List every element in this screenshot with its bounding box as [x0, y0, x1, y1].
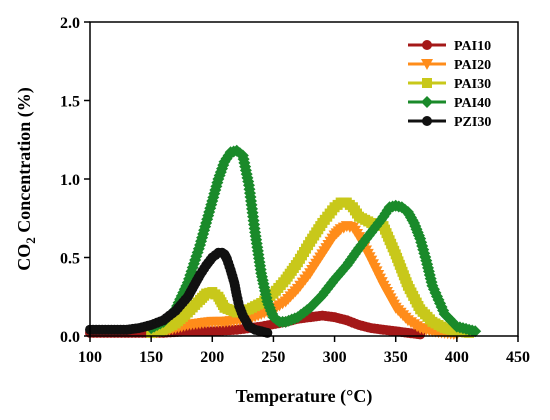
legend-item-pai10: PAI10	[408, 39, 491, 54]
legend-item-pai40: PAI40	[408, 96, 491, 111]
legend-label: PZI30	[454, 115, 491, 130]
axes-layer: 100 150 200 250 300 350 400 450 0.0 0.5 1.0 1.5 2.0	[60, 15, 530, 366]
x-tick-label: 250	[261, 349, 285, 366]
legend: PAI10 PAI20 PAI30 PAI40 PZI30	[408, 39, 491, 130]
legend-item-pzi30: PZI30	[408, 115, 491, 130]
x-tick-label: 150	[139, 349, 163, 366]
legend-label: PAI10	[454, 39, 491, 54]
legend-marker	[421, 59, 433, 70]
y-axis-title-rest: Concentration (%)	[14, 87, 35, 237]
legend-marker	[421, 96, 433, 108]
x-tick-label: 100	[78, 349, 102, 366]
x-tick-label: 400	[445, 349, 469, 366]
y-axis-title-co: CO	[14, 244, 34, 271]
legend-label: PAI40	[454, 96, 491, 111]
legend-label: PAI30	[454, 77, 491, 92]
legend-label: PAI20	[454, 58, 491, 73]
x-axis-title: Temperature (°C)	[236, 386, 373, 407]
y-axis-title: CO2 Concentration (%)	[14, 87, 38, 270]
legend-item-pai30: PAI30	[408, 77, 491, 92]
y-tick-label: 1.5	[60, 94, 80, 111]
legend-marker	[422, 116, 432, 126]
x-tick-label: 450	[506, 349, 530, 366]
series-pzi30	[85, 247, 273, 338]
legend-item-pai20: PAI20	[408, 58, 491, 73]
y-axis-title-subscript: 2	[23, 237, 38, 244]
x-tick-label: 300	[323, 349, 347, 366]
legend-marker	[422, 78, 432, 88]
data-point	[469, 325, 482, 338]
y-tick-label: 1.0	[60, 172, 80, 189]
x-tick-label: 350	[384, 349, 408, 366]
x-tick-label: 200	[200, 349, 224, 366]
y-tick-label: 2.0	[60, 15, 80, 32]
y-tick-label: 0.0	[60, 329, 80, 346]
series-layer	[85, 144, 482, 341]
y-tick-label: 0.5	[60, 251, 80, 268]
legend-marker	[422, 40, 432, 50]
